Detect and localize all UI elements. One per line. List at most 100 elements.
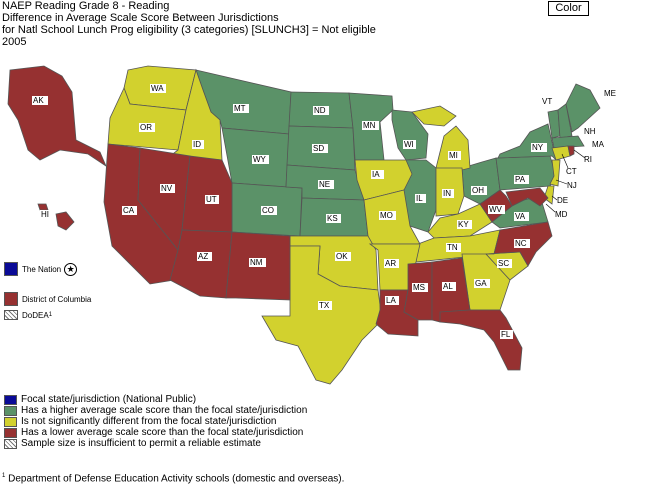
leader-lines [545,149,586,213]
svg-text:MT: MT [234,104,246,113]
state-NY[interactable] [497,123,557,162]
svg-text:FL: FL [501,330,511,339]
state-PA[interactable] [495,155,557,191]
state-MD[interactable] [505,187,549,207]
svg-text:AK: AK [33,96,44,105]
state-HI[interactable] [55,211,75,231]
label-MT: MT [233,104,249,113]
legend: Focal state/jurisdiction (National Publi… [4,394,307,449]
label-IN: IN [442,189,454,198]
label-NY: NY [531,143,547,152]
title-line-4: 2005 [2,36,27,48]
label-SC: SC [497,259,512,268]
label-NM: NM [249,258,266,267]
svg-text:TN: TN [447,243,458,252]
label-WI: WI [403,140,416,149]
nation-item[interactable]: The Nation ★ [4,262,78,276]
svg-text:OR: OR [140,123,152,132]
label-DE: DE [556,196,572,205]
label-GA: GA [474,279,490,288]
state-RI[interactable] [567,145,575,157]
dodea-swatch [4,310,18,320]
state-NJ[interactable] [549,159,561,187]
svg-text:RI: RI [584,155,592,164]
svg-text:ME: ME [604,89,616,98]
state-NH[interactable] [557,103,573,139]
state-MI-UP[interactable] [411,105,457,127]
label-ME: ME [603,89,619,98]
svg-text:HI: HI [41,210,49,219]
svg-text:NM: NM [250,258,263,267]
color-button[interactable]: Color [548,1,589,16]
label-MI: MI [448,151,461,160]
svg-text:NE: NE [319,180,330,189]
svg-text:NJ: NJ [567,181,577,190]
label-WA: WA [150,84,166,93]
label-WV: WV [488,205,505,214]
state-AK[interactable] [7,65,107,168]
legend-label-not-different: Is not significantly different from the … [21,416,277,427]
label-NJ: NJ [566,181,580,190]
label-AL: AL [442,282,456,291]
svg-text:WA: WA [151,84,164,93]
state-TX[interactable] [261,245,383,385]
state-MI[interactable] [435,125,471,171]
legend-higher: Has a higher average scale score than th… [4,405,307,416]
label-ID: ID [192,140,204,149]
state-ID[interactable] [168,68,223,161]
dc-item[interactable]: District of Columbia [4,292,91,306]
state-UT[interactable] [181,155,233,233]
label-RI: RI [583,155,596,164]
label-HI: HI [40,210,53,219]
label-MO: MO [379,211,396,220]
dc-swatch [4,292,18,306]
label-NE: NE [318,180,334,189]
star-icon: ★ [64,262,78,276]
legend-insufficient: Sample size is insufficient to permit a … [4,438,307,449]
title-line-2: Difference in Average Scale Score Betwee… [2,12,279,24]
svg-text:LA: LA [386,296,396,305]
label-ND: ND [313,106,329,115]
legend-label-higher: Has a higher average scale score than th… [21,405,308,416]
legend-swatch-lower [4,427,17,438]
svg-text:UT: UT [206,195,217,204]
state-MA[interactable] [551,135,585,149]
svg-text:ID: ID [193,140,201,149]
svg-text:OH: OH [472,186,484,195]
lower-states [7,65,575,371]
label-OH: OH [471,186,487,195]
svg-text:CO: CO [262,206,274,215]
legend-swatch-focal [4,394,17,405]
svg-text:TX: TX [319,301,330,310]
label-TN: TN [446,243,461,252]
svg-text:MA: MA [592,140,605,149]
label-MD: MD [554,210,571,219]
svg-text:SC: SC [498,259,509,268]
state-FL[interactable] [439,309,523,371]
svg-text:AL: AL [443,282,453,291]
label-CO: CO [261,206,277,215]
svg-text:NH: NH [584,127,596,136]
svg-text:IN: IN [443,189,451,198]
label-MS: MS [412,283,428,292]
svg-text:NV: NV [161,184,173,193]
dodea-item[interactable]: DoDEA 1 [4,310,52,320]
svg-text:AR: AR [385,259,396,268]
label-AR: AR [384,259,399,268]
label-NC: NC [514,239,530,248]
svg-text:ND: ND [314,106,326,115]
state-WI[interactable] [391,109,429,161]
legend-label-insufficient: Sample size is insufficient to permit a … [21,438,261,449]
state-labels: WA OR CA NV ID MT WY UT AZ NM CO ND SD N… [32,84,619,339]
svg-text:VT: VT [542,97,552,106]
label-KY: KY [457,220,472,229]
label-KS: KS [326,214,341,223]
label-FL: FL [500,330,513,339]
label-WY: WY [252,155,269,164]
label-MA: MA [591,140,608,149]
state-ME[interactable] [565,83,601,133]
legend-swatch-not-different [4,416,17,427]
state-IA[interactable] [354,159,413,201]
svg-text:CA: CA [123,206,135,215]
